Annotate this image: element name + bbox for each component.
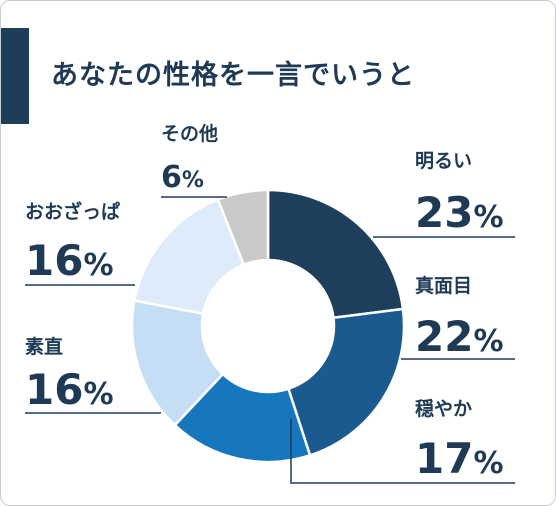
slice-label-percent-sign: %: [182, 168, 204, 193]
donut-slice-1: [266, 188, 405, 320]
slice-label-percent-sign: %: [473, 446, 503, 481]
slice-label-name-1: 明るい: [415, 150, 472, 172]
donut-slices: [130, 188, 406, 464]
slice-label-value-2: 22%: [415, 312, 504, 361]
slice-label-value-3: 17%: [415, 434, 504, 483]
slice-label-percent-sign: %: [473, 200, 503, 235]
slice-label-percent-sign: %: [473, 324, 503, 359]
slice-label-name-2: 真面目: [415, 274, 472, 297]
slice-label-value-1: 23%: [415, 188, 504, 237]
slice-label-name-5: おおざっぱ: [25, 200, 120, 223]
slice-label-value-5: 16%: [25, 236, 114, 285]
leader-lines: [25, 196, 515, 484]
slice-label-value-4: 16%: [25, 365, 114, 414]
donut-slice-6: [216, 188, 270, 267]
leader-line-3: [290, 419, 515, 484]
donut-slice-4: [130, 299, 225, 427]
title-accent-bar: [1, 28, 29, 124]
slice-label-name-4: 素直: [25, 335, 63, 358]
donut-slice-5: [132, 197, 246, 316]
donut-slice-2: [286, 307, 406, 457]
slice-label-name-3: 穏やか: [415, 398, 472, 420]
slice-label-percent-sign: %: [83, 377, 113, 412]
chart-title: あなたの性格を一言でいうと: [51, 60, 415, 91]
slice-label-percent-sign: %: [83, 248, 113, 283]
slice-label-name-6: その他: [161, 122, 218, 145]
slice-label-value-6: 6%: [161, 160, 204, 195]
